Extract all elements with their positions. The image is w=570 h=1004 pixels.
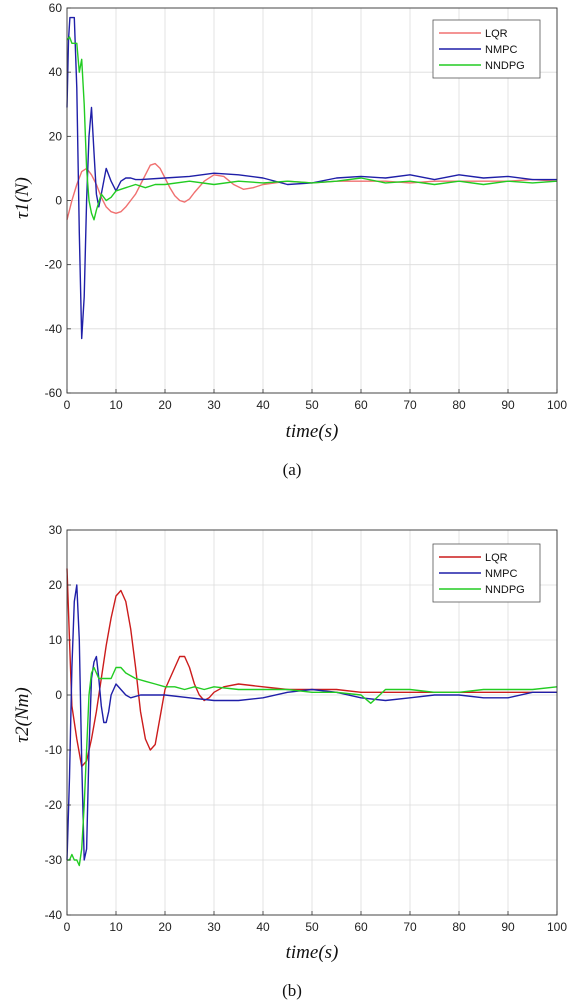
x-tick-label: 70 xyxy=(403,920,417,934)
legend-label-nmpc: NMPC xyxy=(485,568,517,580)
x-tick-label: 0 xyxy=(64,920,71,934)
x-tick-label: 10 xyxy=(109,920,123,934)
x-tick-label: 10 xyxy=(109,398,123,412)
series-line-nndpg xyxy=(67,666,558,867)
x-tick-label: 80 xyxy=(452,920,466,934)
y-tick-label: 0 xyxy=(55,194,62,208)
series-line-lqr xyxy=(66,162,558,220)
y-tick-label: -20 xyxy=(45,258,63,272)
y-tick-label: 30 xyxy=(49,523,63,537)
panel-caption: (a) xyxy=(283,460,302,479)
y-axis-label: τ1(N) xyxy=(12,177,33,219)
chart-panel-a: 0 10 20 30 40 50 60 70 80 90 100 -60 -40 -20 0 20 40 60 ti… xyxy=(12,1,567,479)
legend: LQR NMPC NNDPG xyxy=(432,19,541,79)
x-tick-label: 40 xyxy=(256,920,270,934)
x-tick-label: 30 xyxy=(207,398,221,412)
y-tick-label: 60 xyxy=(49,1,63,15)
x-tick-label: 60 xyxy=(354,398,368,412)
x-tick-label: 20 xyxy=(158,398,172,412)
y-tick-label: -10 xyxy=(45,743,63,757)
series-line-nndpg xyxy=(66,36,558,221)
y-tick-label: 10 xyxy=(49,633,63,647)
y-tick-label: 20 xyxy=(49,578,63,592)
x-tick-label: 40 xyxy=(256,398,270,412)
x-axis-label: time(s) xyxy=(286,942,339,963)
y-tick-label: -40 xyxy=(45,322,63,336)
y-tick-label: 20 xyxy=(49,129,63,143)
y-tick-label: -40 xyxy=(45,908,63,922)
y-tick-label: -60 xyxy=(45,386,63,400)
legend-label-nndpg: NNDPG xyxy=(485,60,525,72)
series-line-nmpc xyxy=(66,16,557,340)
x-tick-label: 100 xyxy=(547,920,567,934)
x-tick-label: 70 xyxy=(403,398,417,412)
x-tick-label: 60 xyxy=(354,920,368,934)
x-tick-label: 0 xyxy=(64,398,71,412)
x-tick-label: 90 xyxy=(501,920,515,934)
x-tick-label: 80 xyxy=(452,398,466,412)
y-tick-label: 0 xyxy=(55,688,62,702)
legend-label-lqr: LQR xyxy=(485,552,508,564)
legend-label-nndpg: NNDPG xyxy=(485,584,525,596)
x-tick-label: 50 xyxy=(305,920,319,934)
x-tick-label: 20 xyxy=(158,920,172,934)
y-tick-label: -30 xyxy=(45,853,63,867)
legend-label-lqr: LQR xyxy=(485,28,508,40)
x-axis-label: time(s) xyxy=(286,421,339,442)
y-tick-label: 40 xyxy=(49,65,63,79)
x-tick-label: 30 xyxy=(207,920,221,934)
x-tick-label: 100 xyxy=(547,398,567,412)
y-tick-label: -20 xyxy=(45,798,63,812)
x-tick-label: 50 xyxy=(305,398,319,412)
panel-caption: (b) xyxy=(282,981,302,1000)
chart-panel-b: 0 10 20 30 40 50 60 70 80 90 100 -40 -30 -20 -10 0 10 20 3… xyxy=(12,523,567,1000)
x-tick-label: 90 xyxy=(501,398,515,412)
legend-label-nmpc: NMPC xyxy=(485,44,517,56)
y-axis-label: τ2(Nm) xyxy=(12,687,33,742)
legend: LQR NMPC NNDPG xyxy=(432,543,541,603)
